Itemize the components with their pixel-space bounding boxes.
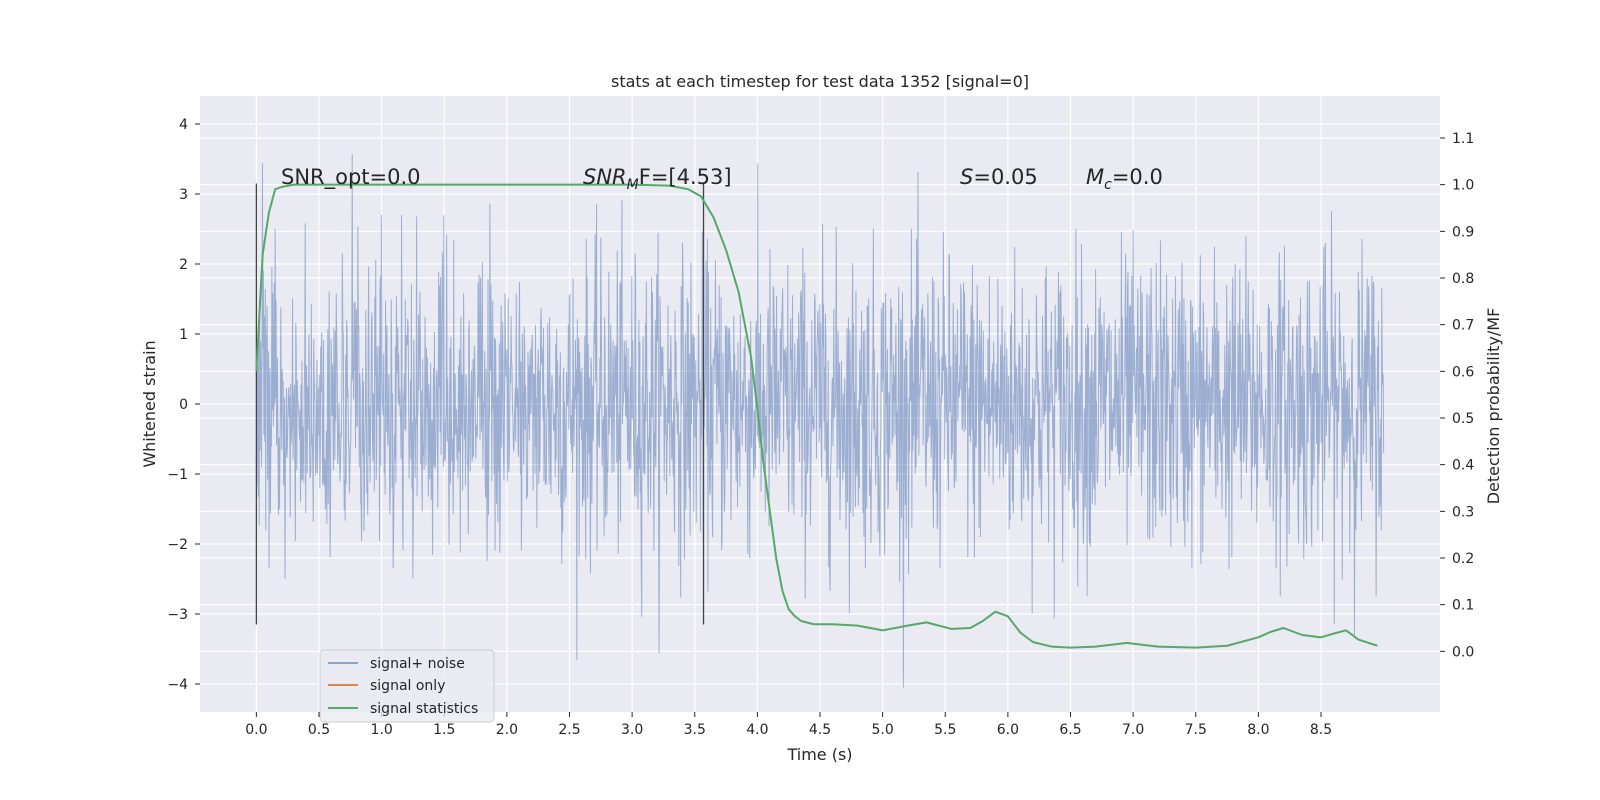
x-tick-label-3: 1.5 [433,722,455,738]
x-tick-label-6: 3.0 [621,722,643,738]
y-tick-label-7: −3 [167,607,188,623]
y2-tick-label-5: 0.6 [1452,364,1474,380]
y-tick-label-5: −1 [167,467,188,483]
series-signal-statistics [255,183,1378,649]
legend: signal+ noise signal only signal statist… [319,649,495,723]
y-tick-label-1: 3 [179,187,188,203]
legend-box [319,649,495,723]
annotation-mc: Mc=0.0 [1086,165,1163,193]
x-tick-label-5: 2.5 [558,722,580,738]
annotation-mc-sub: c [1104,177,1112,193]
x-tick-label-16: 8.0 [1247,722,1269,738]
x-tick-label-12: 6.0 [997,722,1019,738]
x-tick-label-7: 3.5 [684,722,706,738]
x-tick-label-13: 6.5 [1059,722,1081,738]
x-tick-label-11: 5.5 [934,722,956,738]
x-axis-ticks: 0.0 0.5 1.0 1.5 2.0 2.5 3.0 3.5 4.0 4.5 5.0 5.5 6.0 6… [245,712,1332,738]
y2-tick-label-0: 1.1 [1452,131,1474,147]
chart-title: stats at each timestep for test data 135… [611,72,1029,91]
annotation-snr-opt: SNR_opt=0.0 [281,165,421,190]
annotation-snr-mf: SNRMF=[4.53] [583,165,732,193]
x-tick-label-4: 2.0 [496,722,518,738]
y-tick-label-4: 0 [179,397,188,413]
x-tick-label-10: 5.0 [871,722,893,738]
y2-tick-label-9: 0.2 [1452,551,1474,567]
legend-label-signal-only: signal only [370,678,445,694]
y2-tick-label-6: 0.5 [1452,411,1474,427]
y2-tick-label-8: 0.3 [1452,504,1474,520]
y-axis-label: Whitened strain [140,340,159,467]
x-tick-label-17: 8.5 [1310,722,1332,738]
annotation-snr-mf-main: SNR [583,165,627,189]
annotation-s: S=0.05 [960,165,1038,189]
y-tick-label-0: 4 [179,117,188,133]
x-tick-label-8: 4.0 [746,722,768,738]
x-tick-label-9: 4.5 [809,722,831,738]
legend-label-signal-statistics: signal statistics [370,701,478,717]
y2-tick-label-10: 0.1 [1452,598,1474,614]
annotation-mc-var: M [1086,165,1104,189]
y-tick-label-6: −2 [167,537,188,553]
x-tick-label-1: 0.5 [308,722,330,738]
y2-tick-label-3: 0.8 [1452,271,1474,287]
y2-axis-ticks: 1.1 1.0 0.9 0.8 0.7 0.6 0.5 0.4 0.3 0.2 0.1 0.0 [1440,131,1474,660]
y2-tick-label-4: 0.7 [1452,318,1474,334]
annotation-snr-mf-tail: F=[4.53] [639,165,732,189]
y2-tick-label-7: 0.4 [1452,458,1474,474]
y-tick-label-2: 2 [179,257,188,273]
annotation-mc-val: =0.0 [1112,165,1163,189]
annotation-snr-mf-sub: M [627,177,639,193]
line-signal-statistics [255,183,1378,649]
x-tick-label-2: 1.0 [370,722,392,738]
y-tick-label-8: −4 [167,677,188,693]
annotation-s-val: =0.05 [973,165,1037,189]
x-tick-label-15: 7.5 [1185,722,1207,738]
annotation-s-var: S [960,165,973,189]
y2-tick-label-11: 0.0 [1452,644,1474,660]
series-signal-noise [255,153,1385,688]
legend-label-signal-noise: signal+ noise [370,656,465,672]
y-axis-ticks: 4 3 2 1 0 −1 −2 −3 −4 [167,117,200,693]
y2-axis-label: Detection probability/MF [1484,308,1503,505]
line-signal-noise [255,153,1385,688]
y-tick-label-3: 1 [179,327,188,343]
annotations: SNR_opt=0.0 SNRMF=[4.53] S=0.05 Mc=0.0 [281,165,1163,193]
y2-tick-label-2: 0.9 [1452,224,1474,240]
x-axis-label: Time (s) [786,745,852,764]
vertical-markers [255,183,705,625]
y2-tick-label-1: 1.0 [1452,178,1474,194]
x-tick-label-0: 0.0 [245,722,267,738]
x-tick-label-14: 7.0 [1122,722,1144,738]
